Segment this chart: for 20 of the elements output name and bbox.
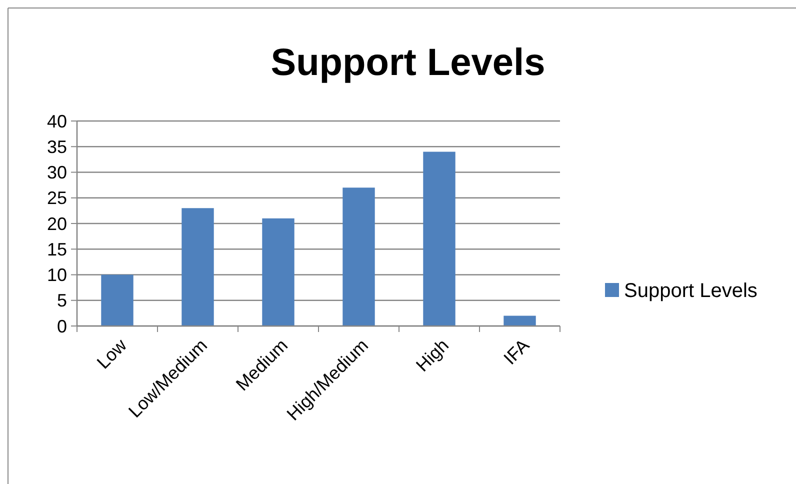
y-tick-label: 20 <box>46 214 67 234</box>
bar <box>504 316 536 326</box>
legend-label: Support Levels <box>624 280 758 302</box>
y-tick-label: 5 <box>56 290 67 311</box>
y-tick-label: 40 <box>46 111 67 132</box>
chart-title: Support Levels <box>270 42 546 84</box>
y-tick-label: 35 <box>46 136 67 157</box>
bar <box>101 274 134 326</box>
y-tick-label: 25 <box>46 188 67 208</box>
bar <box>182 208 214 326</box>
y-tick-label: 10 <box>46 265 67 286</box>
y-tick-label: 0 <box>56 316 67 336</box>
bar <box>423 152 456 326</box>
y-tick-label: 30 <box>46 162 67 183</box>
x-tick-label: High <box>412 335 453 376</box>
x-tick-label: IFA <box>500 335 534 368</box>
y-tick-label: 15 <box>46 239 67 260</box>
bar <box>342 188 375 326</box>
x-tick-label: Low <box>93 334 132 373</box>
bar <box>262 218 294 326</box>
